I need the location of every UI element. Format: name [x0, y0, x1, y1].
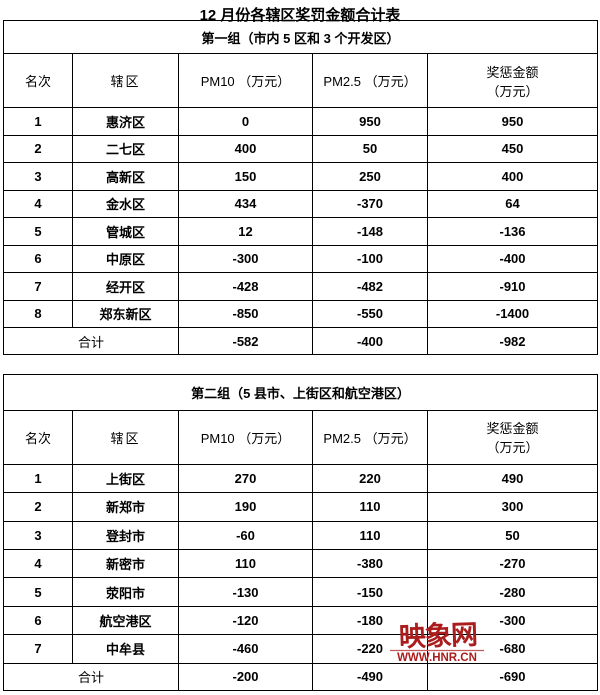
svg-text:WWW.HNR.CN: WWW.HNR.CN: [397, 652, 477, 663]
svg-text:映象网: 映象网: [398, 619, 477, 653]
